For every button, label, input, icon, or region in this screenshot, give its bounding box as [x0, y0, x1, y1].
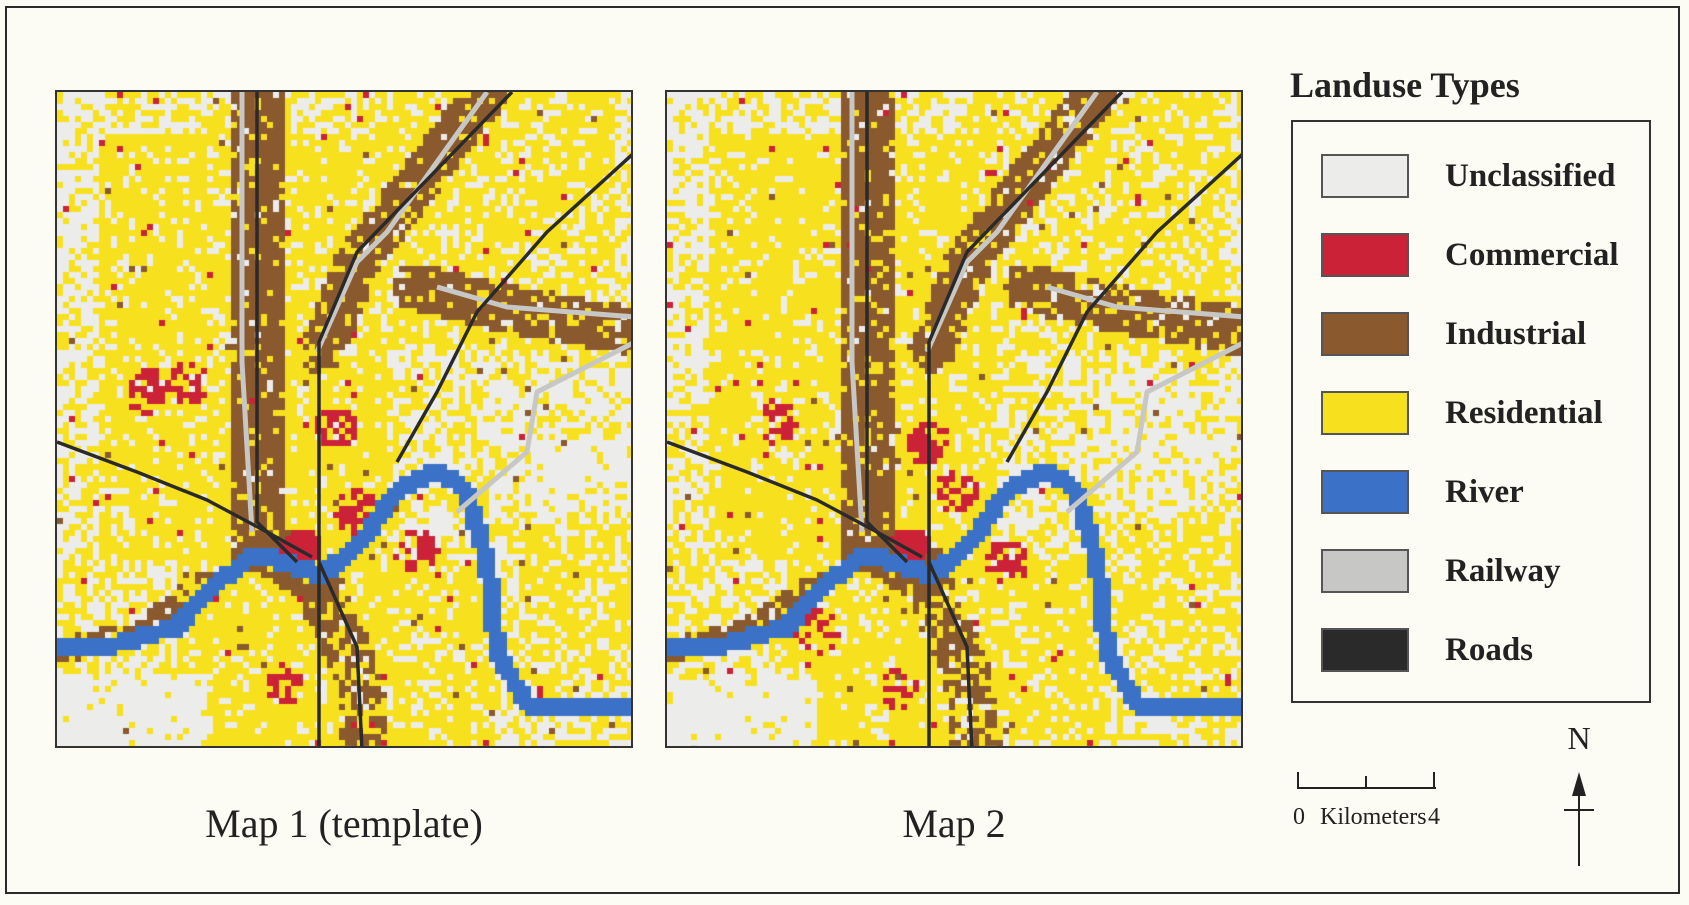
legend-item-residential: Residential: [1321, 389, 1603, 437]
railway-line: [924, 92, 1100, 354]
railway-line: [1065, 341, 1241, 514]
legend-item-river: River: [1321, 468, 1524, 516]
legend: Unclassified Commercial Industrial Resid…: [1291, 120, 1651, 703]
map-1-panel: [55, 90, 633, 748]
railway-line: [1046, 284, 1241, 320]
legend-label: Railway: [1445, 552, 1561, 589]
legend-title: Landuse Types: [1290, 65, 1520, 105]
map-2-panel: [665, 90, 1243, 748]
roads-swatch: [1321, 628, 1409, 672]
map-2-caption: Map 2: [902, 801, 1006, 846]
legend-item-industrial: Industrial: [1321, 310, 1586, 358]
road-line: [1005, 153, 1241, 463]
road-line: [255, 92, 299, 564]
map-1-network-overlay: [57, 92, 631, 746]
legend-label: Industrial: [1445, 315, 1587, 352]
commercial-swatch: [1321, 233, 1409, 277]
scale-bar-ruler: [1297, 772, 1436, 789]
railway-line: [849, 92, 865, 533]
railway-line: [314, 92, 490, 354]
north-arrow: N: [1554, 720, 1604, 870]
industrial-swatch: [1321, 312, 1409, 356]
unclassified-swatch: [1321, 154, 1409, 198]
railway-line: [455, 341, 631, 514]
legend-label: River: [1445, 473, 1524, 510]
map-1-landuse-raster: [57, 92, 631, 746]
road-line: [57, 440, 313, 559]
road-line: [927, 561, 974, 746]
legend-item-roads: Roads: [1321, 626, 1533, 674]
scale-bar: 0 Kilometers 4: [1293, 766, 1440, 830]
legend-label: Roads: [1445, 631, 1534, 668]
residential-swatch: [1321, 391, 1409, 435]
map-2-landuse-raster: [667, 92, 1241, 746]
legend-item-unclassified: Unclassified: [1321, 152, 1616, 200]
legend-item-railway: Railway: [1321, 547, 1561, 595]
map-1-caption: Map 1 (template): [205, 801, 483, 846]
north-arrow-icon: [1564, 772, 1594, 866]
legend-label: Unclassified: [1445, 157, 1616, 194]
scale-zero-label: 0: [1293, 804, 1305, 830]
railway-line: [436, 284, 631, 320]
road-line: [317, 92, 514, 746]
legend-label: Residential: [1445, 394, 1603, 431]
scale-unit-label: Kilometers: [1320, 804, 1427, 830]
map-2-network-overlay: [667, 92, 1241, 746]
river-swatch: [1321, 470, 1409, 514]
legend-label: Commercial: [1445, 236, 1619, 273]
scale-max-label: 4: [1428, 804, 1440, 830]
legend-item-commercial: Commercial: [1321, 231, 1619, 279]
railway-line: [239, 92, 255, 533]
road-line: [395, 153, 631, 463]
road-line: [865, 92, 909, 564]
north-label: N: [1567, 720, 1591, 756]
road-line: [927, 92, 1124, 746]
railway-swatch: [1321, 549, 1409, 593]
road-line: [317, 561, 364, 746]
road-line: [667, 440, 923, 559]
